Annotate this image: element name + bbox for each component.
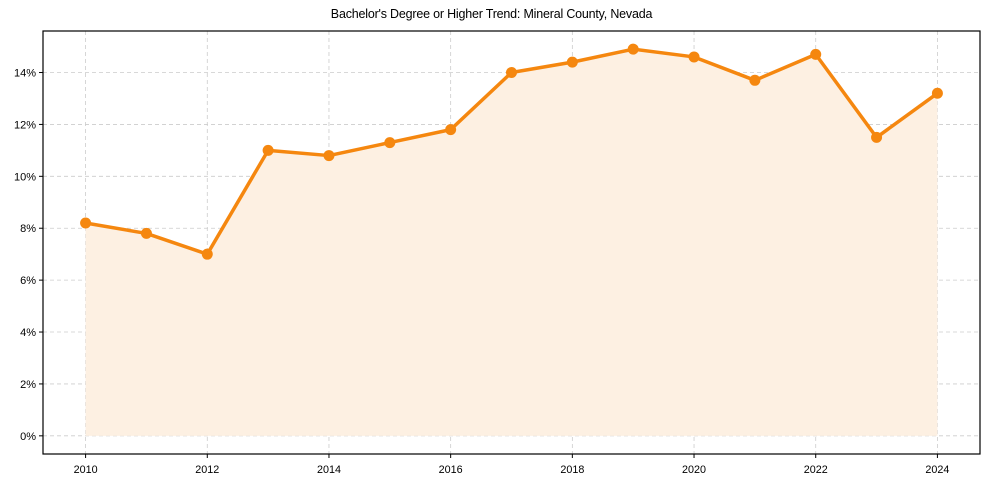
data-point-marker <box>627 43 639 55</box>
data-point-marker <box>810 48 822 60</box>
x-axis-ticks: 2010 2012 2014 2016 2018 2020 2022 2024 <box>74 454 949 476</box>
y-axis-ticks: 0% 2% 4% 6% 8% 10% 12% 14% <box>14 68 43 443</box>
data-point-marker <box>140 227 152 239</box>
data-point-marker <box>931 87 943 99</box>
data-markers <box>80 43 943 260</box>
y-tick-label: 8% <box>20 223 36 235</box>
data-point-marker <box>262 144 274 156</box>
y-tick-label: 2% <box>20 379 36 391</box>
data-point-marker <box>749 74 761 86</box>
data-point-marker <box>871 131 883 143</box>
x-tick-label: 2022 <box>804 464 828 476</box>
data-point-marker <box>384 137 396 149</box>
chart-title: Bachelor's Degree or Higher Trend: Miner… <box>330 6 653 21</box>
x-tick-label: 2020 <box>682 464 706 476</box>
y-tick-label: 10% <box>14 171 36 183</box>
y-tick-label: 0% <box>20 431 36 443</box>
x-tick-label: 2012 <box>195 464 219 476</box>
data-point-marker <box>566 56 578 68</box>
data-point-marker <box>323 150 335 162</box>
y-tick-label: 4% <box>20 327 36 339</box>
area-fill-region <box>85 49 938 436</box>
x-tick-label: 2010 <box>74 464 98 476</box>
x-tick-label: 2024 <box>925 464 949 476</box>
data-point-marker <box>688 51 700 63</box>
y-tick-label: 6% <box>20 275 36 287</box>
y-tick-label: 12% <box>14 119 36 131</box>
x-tick-label: 2016 <box>439 464 463 476</box>
x-tick-label: 2014 <box>317 464 341 476</box>
data-point-marker <box>201 248 213 260</box>
area-fill <box>85 49 938 436</box>
x-tick-label: 2018 <box>560 464 584 476</box>
plot-frame <box>42 30 981 455</box>
axes <box>42 30 981 455</box>
y-tick-label: 14% <box>14 68 36 80</box>
data-point-marker <box>506 67 517 79</box>
data-point-marker <box>445 124 457 136</box>
data-point-marker <box>80 217 92 229</box>
